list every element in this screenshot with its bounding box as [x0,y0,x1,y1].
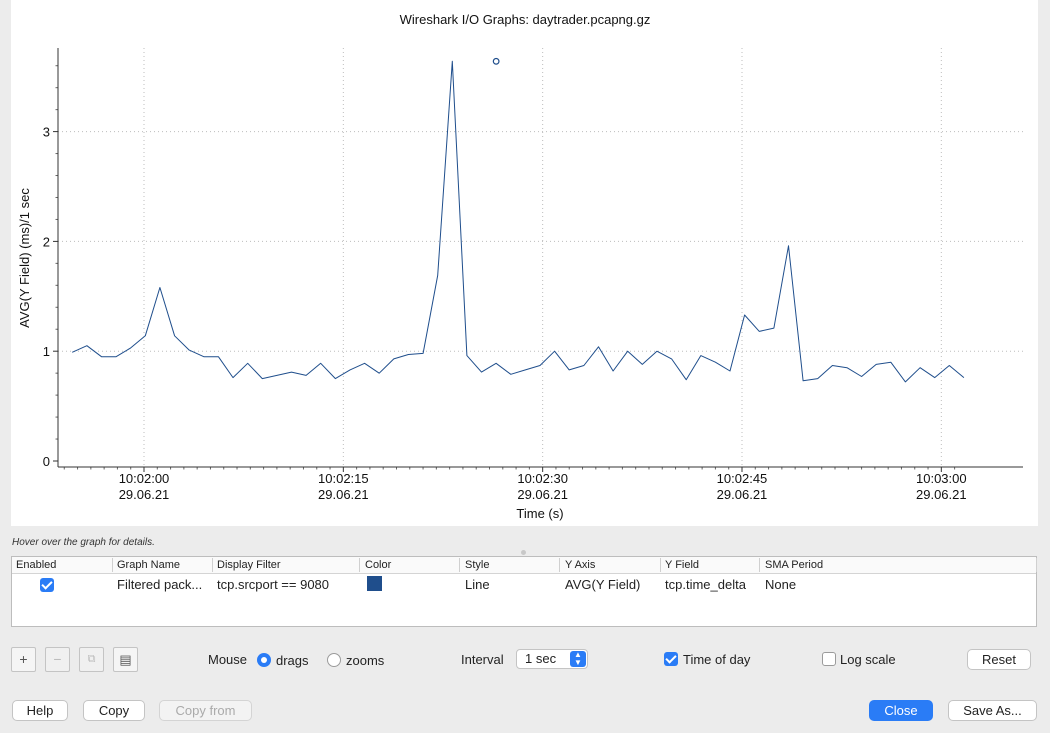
header-enabled[interactable]: Enabled [16,559,57,571]
interval-value: 1 sec [525,651,557,666]
highlighted-data-point [492,57,500,65]
y-tick-label: 1 [43,344,50,359]
time-of-day-checkbox[interactable] [664,652,678,666]
interval-label: Interval [461,652,504,667]
x-tick-label-date: 29.06.21 [119,487,170,502]
header-divider [459,558,460,572]
y-tick-label: 0 [43,454,50,469]
grid-lines [58,48,1023,467]
clear-graphs-button[interactable]: ▤ [113,647,138,672]
drags-label[interactable]: drags [276,653,309,668]
reset-button[interactable]: Reset [967,649,1031,670]
header-display-filter[interactable]: Display Filter [217,559,281,571]
minus-icon: − [53,651,62,667]
copy-button[interactable]: Copy [83,700,145,721]
mouse-zooms-radio[interactable] [327,653,341,667]
copy-icon: ⧉ [87,653,96,665]
series-layer [71,57,965,383]
axes [53,48,1023,472]
header-sma-period[interactable]: SMA Period [765,559,824,571]
header-divider [660,558,661,572]
help-button[interactable]: Help [12,700,68,721]
x-tick-label-date: 29.06.21 [318,487,369,502]
log-scale-label[interactable]: Log scale [840,652,896,667]
enabled-checkbox[interactable] [40,578,54,592]
x-tick-label-time: 10:03:00 [916,471,967,486]
x-tick-label-time: 10:02:15 [318,471,369,486]
splitter-handle[interactable] [521,550,526,555]
header-divider [559,558,560,572]
header-graph-name[interactable]: Graph Name [117,559,180,571]
x-axis-label: Time (s) [516,506,563,521]
style-cell[interactable]: Line [465,577,490,592]
zooms-label[interactable]: zooms [346,653,385,668]
x-tick-label-date: 29.06.21 [517,487,568,502]
x-tick-label-time: 10:02:30 [517,471,568,486]
table-header: Enabled Graph Name Display Filter Color … [12,557,1037,574]
mouse-label: Mouse [208,652,248,667]
y-tick-label: 3 [43,125,50,140]
display-filter-cell[interactable]: tcp.srcport == 9080 [217,577,330,592]
save-as-button[interactable]: Save As... [948,700,1037,721]
color-swatch[interactable] [367,576,382,591]
interval-select[interactable]: 1 sec ▲ ▼ [516,649,588,669]
header-divider [212,558,213,572]
log-scale-checkbox[interactable] [822,652,836,666]
chart-title: Wireshark I/O Graphs: daytrader.pcapng.g… [400,12,651,27]
series-line-filtered-packets [71,60,965,383]
copy-from-button[interactable]: Copy from [159,700,252,721]
close-button[interactable]: Close [869,700,933,721]
header-y-field[interactable]: Y Field [665,559,700,571]
updown-chevron-icon: ▲ ▼ [570,651,586,667]
io-graph-chart[interactable]: Wireshark I/O Graphs: daytrader.pcapng.g… [11,0,1038,526]
y-axis-cell[interactable]: AVG(Y Field) [565,577,641,592]
remove-graph-button[interactable]: − [45,647,70,672]
header-divider [1036,558,1037,572]
plus-icon: + [19,651,28,667]
graph-table: Enabled Graph Name Display Filter Color … [11,556,1037,627]
copy-graph-button[interactable]: ⧉ [79,647,104,672]
header-divider [759,558,760,572]
io-graph-plot[interactable]: Wireshark I/O Graphs: daytrader.pcapng.g… [11,0,1038,526]
header-color[interactable]: Color [365,559,392,571]
x-tick-label-time: 10:02:00 [119,471,170,486]
mouse-drags-radio[interactable] [257,653,271,667]
x-tick-label-time: 10:02:45 [717,471,768,486]
x-tick-label-date: 29.06.21 [916,487,967,502]
sma-period-cell[interactable]: None [765,577,797,592]
header-divider [359,558,360,572]
hover-hint: Hover over the graph for details. [12,537,155,548]
add-graph-button[interactable]: + [11,647,36,672]
x-tick-label-date: 29.06.21 [717,487,768,502]
header-divider [112,558,113,572]
tick-labels: 10:02:0029.06.2110:02:1529.06.2110:02:30… [43,125,967,502]
y-tick-label: 2 [43,234,50,249]
header-y-axis[interactable]: Y Axis [565,559,596,571]
header-style[interactable]: Style [465,559,490,571]
time-of-day-label[interactable]: Time of day [683,652,751,667]
graph-name-cell[interactable]: Filtered pack... [117,577,203,592]
y-axis-label: AVG(Y Field) (ms)/1 sec [17,188,32,328]
clear-table-icon: ▤ [119,652,132,667]
y-field-cell[interactable]: tcp.time_delta [665,577,746,592]
